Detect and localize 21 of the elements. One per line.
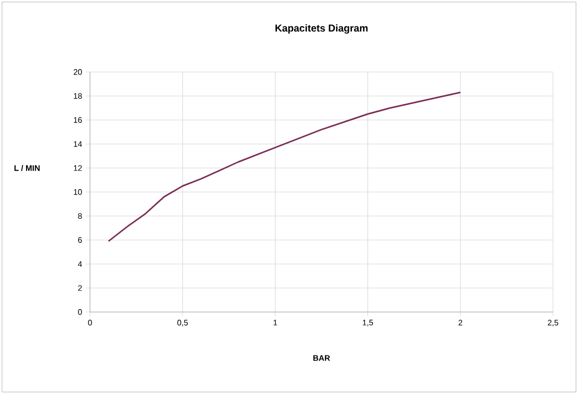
y-tick-label: 12 [74, 165, 82, 171]
line-series [108, 92, 462, 242]
x-tick-label: 1 [274, 320, 278, 326]
y-tick-label: 0 [78, 309, 82, 315]
y-tick-label: 2 [78, 285, 82, 291]
x-axis-title: BAR [313, 355, 330, 361]
y-tick-label: 20 [74, 69, 82, 75]
y-tick-label: 6 [78, 237, 82, 243]
y-tick-label: 4 [78, 261, 82, 267]
y-tick-label: 10 [74, 189, 82, 195]
x-tick-label: 0 [88, 320, 92, 326]
y-axis-title: L / MIN [14, 165, 40, 171]
y-tick-label: 16 [74, 117, 82, 123]
x-tick-label: 2,5 [548, 320, 558, 326]
chart-title: Kapacitets Diagram [275, 24, 368, 34]
x-tick-label: 1,5 [362, 320, 374, 326]
x-tick-label: 2 [458, 320, 462, 326]
y-tick-label: 18 [74, 93, 82, 99]
y-tick-label: 8 [78, 213, 82, 219]
x-tick-label: 0,5 [177, 320, 188, 326]
y-tick-label: 14 [74, 141, 82, 147]
